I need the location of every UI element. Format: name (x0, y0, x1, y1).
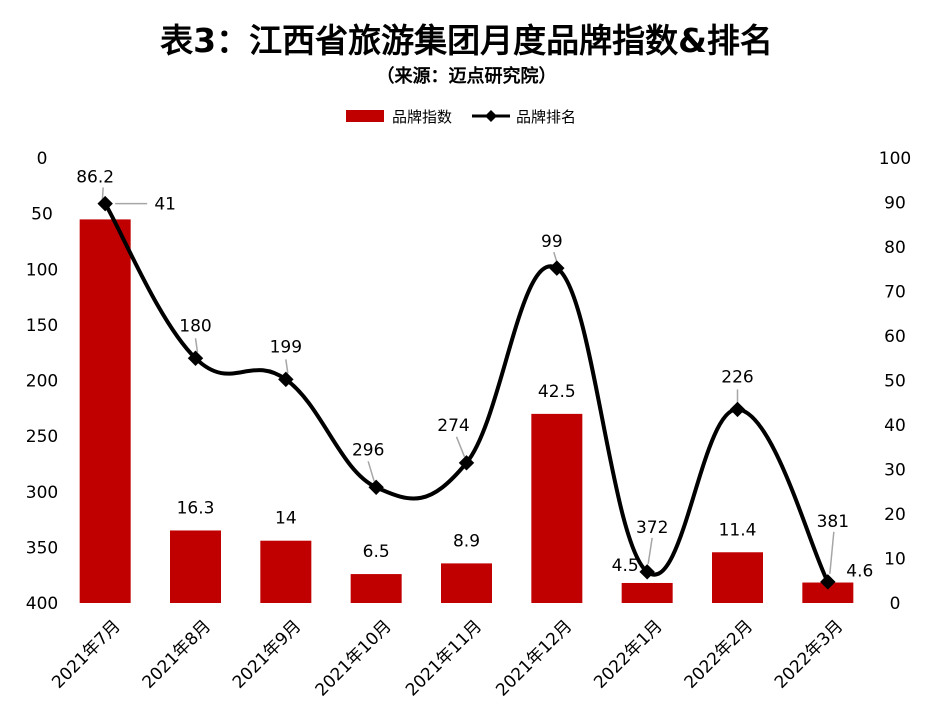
legend-label-line: 品牌排名 (516, 108, 576, 126)
x-category-label: 2021年9月 (229, 616, 305, 692)
left-axis-tick-label: 100 (26, 260, 58, 280)
bar-label-leader (101, 187, 104, 204)
right-axis-tick-label: 50 (884, 372, 906, 392)
rank-value-label: 381 (817, 512, 849, 532)
x-category-label: 2021年7月 (48, 616, 124, 692)
rank-label-leader (194, 338, 199, 353)
legend-swatch-bar (346, 110, 384, 122)
rank-line (103, 202, 830, 583)
rank-label-leader (367, 461, 375, 482)
bar-4 (350, 574, 402, 603)
rank-label-leader (647, 537, 653, 564)
left-axis-tick-label: 200 (26, 372, 58, 392)
rank-value-label: 41 (154, 195, 176, 215)
x-category-label: 2021年8月 (139, 616, 215, 692)
legend-swatch-marker (485, 110, 497, 122)
left-axis-tick-label: 250 (26, 427, 58, 447)
rank-point-5 (458, 455, 475, 471)
bar-value-label: 6.5 (363, 542, 390, 562)
rank-label-leader (553, 251, 558, 263)
rank-value-label: 226 (721, 367, 753, 387)
right-axis-tick-label: 30 (884, 461, 906, 481)
right-axis-tick-label: 10 (884, 550, 906, 570)
right-axis-tick-label: 60 (884, 327, 906, 347)
right-axis-tick-label: 90 (884, 194, 906, 214)
left-axis-tick-label: 0 (37, 149, 48, 169)
bar-6 (531, 413, 583, 603)
bar-value-label: 4.6 (846, 562, 873, 582)
bar-value-label: 11.4 (719, 520, 757, 540)
rank-value-label: 372 (636, 518, 668, 538)
bar-value-label: 4.5 (612, 556, 639, 576)
rank-label-leader (285, 359, 289, 374)
x-category-label: 2021年10月 (312, 616, 396, 700)
rank-value-label: 296 (352, 440, 384, 460)
rank-value-label: 274 (437, 416, 469, 436)
right-axis-tick-label: 0 (890, 594, 901, 614)
right-axis-tick-label: 40 (884, 416, 906, 436)
rank-point-7 (639, 564, 655, 580)
left-axis-tick-label: 150 (26, 316, 58, 336)
bar-7 (621, 582, 673, 603)
bar-value-label: 42.5 (538, 382, 576, 402)
bar-value-label: 16.3 (177, 498, 215, 518)
rank-point-8 (729, 401, 746, 418)
rank-point-6 (549, 260, 565, 276)
rank-label-leader (829, 531, 835, 574)
bar-value-label: 14 (275, 509, 297, 529)
bar-1 (79, 219, 131, 603)
rank-value-label: 180 (179, 316, 211, 336)
rank-label-leader (455, 436, 466, 458)
x-category-label: 2022年2月 (681, 616, 757, 692)
right-axis-tick-label: 100 (879, 149, 911, 169)
x-category-label: 2021年11月 (402, 616, 486, 700)
x-category-label: 2022年3月 (771, 616, 847, 692)
rank-point-1 (97, 195, 113, 212)
x-category-label: 2021年12月 (492, 616, 576, 700)
rank-point-4 (368, 479, 384, 496)
rank-point-9 (820, 574, 836, 590)
bar-9 (802, 582, 854, 603)
left-axis-tick-label: 50 (31, 205, 53, 225)
chart-title: 表3：江西省旅游集团月度品牌指数&排名 (160, 21, 773, 60)
right-axis-tick-label: 80 (884, 238, 906, 258)
rank-point-3 (278, 371, 294, 388)
bar-2 (170, 530, 221, 603)
bar-value-label: 8.9 (453, 531, 480, 551)
left-axis-tick-label: 300 (26, 483, 58, 503)
right-axis-tick-label: 70 (884, 283, 906, 303)
bar-8 (712, 552, 763, 603)
chart-subtitle: （来源：迈点研究院） (376, 66, 557, 87)
bar-5 (441, 563, 492, 603)
rank-value-label: 99 (541, 232, 563, 252)
left-axis-tick-label: 350 (26, 538, 58, 558)
left-axis-tick-label: 400 (26, 594, 58, 614)
bar-value-label: 86.2 (76, 167, 114, 187)
right-axis-tick-label: 20 (884, 505, 906, 525)
rank-value-label: 199 (270, 337, 302, 357)
rank-point-2 (187, 350, 204, 366)
legend-label-bar: 品牌指数 (392, 108, 452, 126)
bar-3 (260, 540, 312, 603)
x-category-label: 2022年1月 (590, 616, 666, 692)
